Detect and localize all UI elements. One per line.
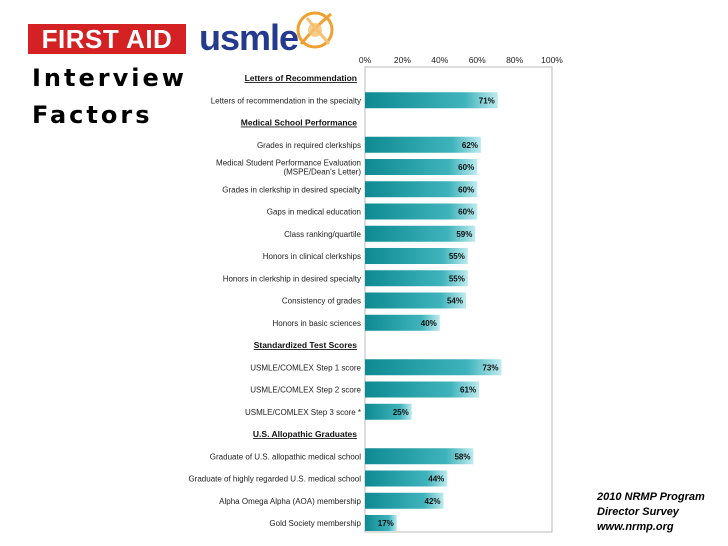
bar: [365, 159, 478, 175]
usmle-swirl-icon: [296, 11, 334, 49]
category-label: Grades in required clerkships: [257, 141, 361, 150]
category-label: (MSPE/Dean's Letter): [283, 168, 361, 177]
bar-value-label: 60%: [458, 208, 474, 217]
x-tick-label: 80%: [506, 55, 523, 65]
bar-value-label: 71%: [479, 96, 495, 105]
x-tick-label: 100%: [541, 55, 563, 65]
bar-value-label: 58%: [454, 452, 470, 461]
first-aid-logo: FIRST AID: [28, 24, 186, 54]
bar-value-label: 44%: [428, 475, 444, 484]
section-header: Standardized Test Scores: [254, 340, 358, 350]
bar-value-label: 25%: [393, 408, 409, 417]
category-label: Alpha Omega Alpha (AOA) membership: [219, 497, 361, 506]
category-label: Class ranking/quartile: [284, 230, 361, 239]
bar: [365, 381, 480, 398]
category-label: Graduate of highly regarded U.S. medical…: [188, 475, 361, 484]
source-line-1: 2010 NRMP Program: [597, 491, 705, 503]
bar: [365, 448, 474, 465]
category-label: Grades in clerkship in desired specialty: [222, 185, 361, 194]
category-label: Gaps in medical education: [267, 208, 361, 217]
x-tick-label: 0%: [359, 55, 372, 65]
bar: [365, 314, 440, 331]
usmle-logo-text: usmle: [199, 17, 299, 58]
bar: [365, 248, 468, 264]
category-label: Honors in clinical clerkships: [263, 252, 361, 261]
bar-value-label: 73%: [482, 363, 498, 372]
category-label: Honors in clerkship in desired specialty: [223, 274, 361, 283]
section-header: Letters of Recommendation: [245, 73, 357, 83]
page-title: Interview Factors: [32, 60, 207, 134]
bar: [365, 203, 478, 220]
x-tick-label: 40%: [431, 55, 448, 65]
section-header: Medical School Performance: [241, 118, 357, 128]
bar: [365, 492, 444, 509]
category-label: USMLE/COMLEX Step 2 score: [250, 386, 361, 395]
bar: [365, 136, 481, 153]
category-label: Graduate of U.S. allopathic medical scho…: [210, 452, 361, 461]
bar-value-label: 17%: [378, 519, 394, 528]
bar: [365, 181, 478, 198]
category-label: Gold Society membership: [269, 519, 361, 528]
source-line-2: Director Survey: [597, 506, 679, 518]
category-label: Medical Student Performance Evaluation: [216, 159, 361, 168]
x-tick-label: 60%: [469, 55, 486, 65]
bar-value-label: 55%: [449, 252, 465, 261]
category-label: Consistency of grades: [282, 297, 361, 306]
source-line-3: www.nrmp.org: [597, 521, 674, 533]
bar: [365, 92, 498, 109]
bar: [365, 225, 476, 242]
bar: [365, 292, 466, 309]
source-note: 2010 NRMP Program Director Survey www.nr…: [597, 490, 725, 535]
title-line-2: Factors: [32, 101, 153, 129]
category-label: Letters of recommendation in the special…: [211, 96, 361, 105]
usmle-logo: usmle: [199, 8, 339, 58]
bar-value-label: 55%: [449, 274, 465, 283]
category-label: USMLE/COMLEX Step 1 score: [250, 363, 361, 372]
category-label: USMLE/COMLEX Step 3 score *: [245, 408, 361, 417]
bar-value-label: 42%: [425, 497, 441, 506]
category-label: Honors in basic sciences: [273, 319, 361, 328]
bar: [365, 359, 502, 376]
bar-value-label: 62%: [462, 141, 478, 150]
title-line-1: Interview: [32, 64, 187, 92]
bar-value-label: 61%: [460, 386, 476, 395]
bar-value-label: 60%: [458, 163, 474, 172]
bar-value-label: 54%: [447, 297, 463, 306]
bar-value-label: 40%: [421, 319, 437, 328]
bar: [365, 515, 397, 531]
bar: [365, 470, 448, 487]
bar: [365, 403, 412, 420]
section-header: U.S. Allopathic Graduates: [253, 429, 357, 439]
x-tick-label: 20%: [394, 55, 411, 65]
bar: [365, 270, 468, 287]
bar-value-label: 60%: [458, 185, 474, 194]
bar-value-label: 59%: [456, 230, 472, 239]
